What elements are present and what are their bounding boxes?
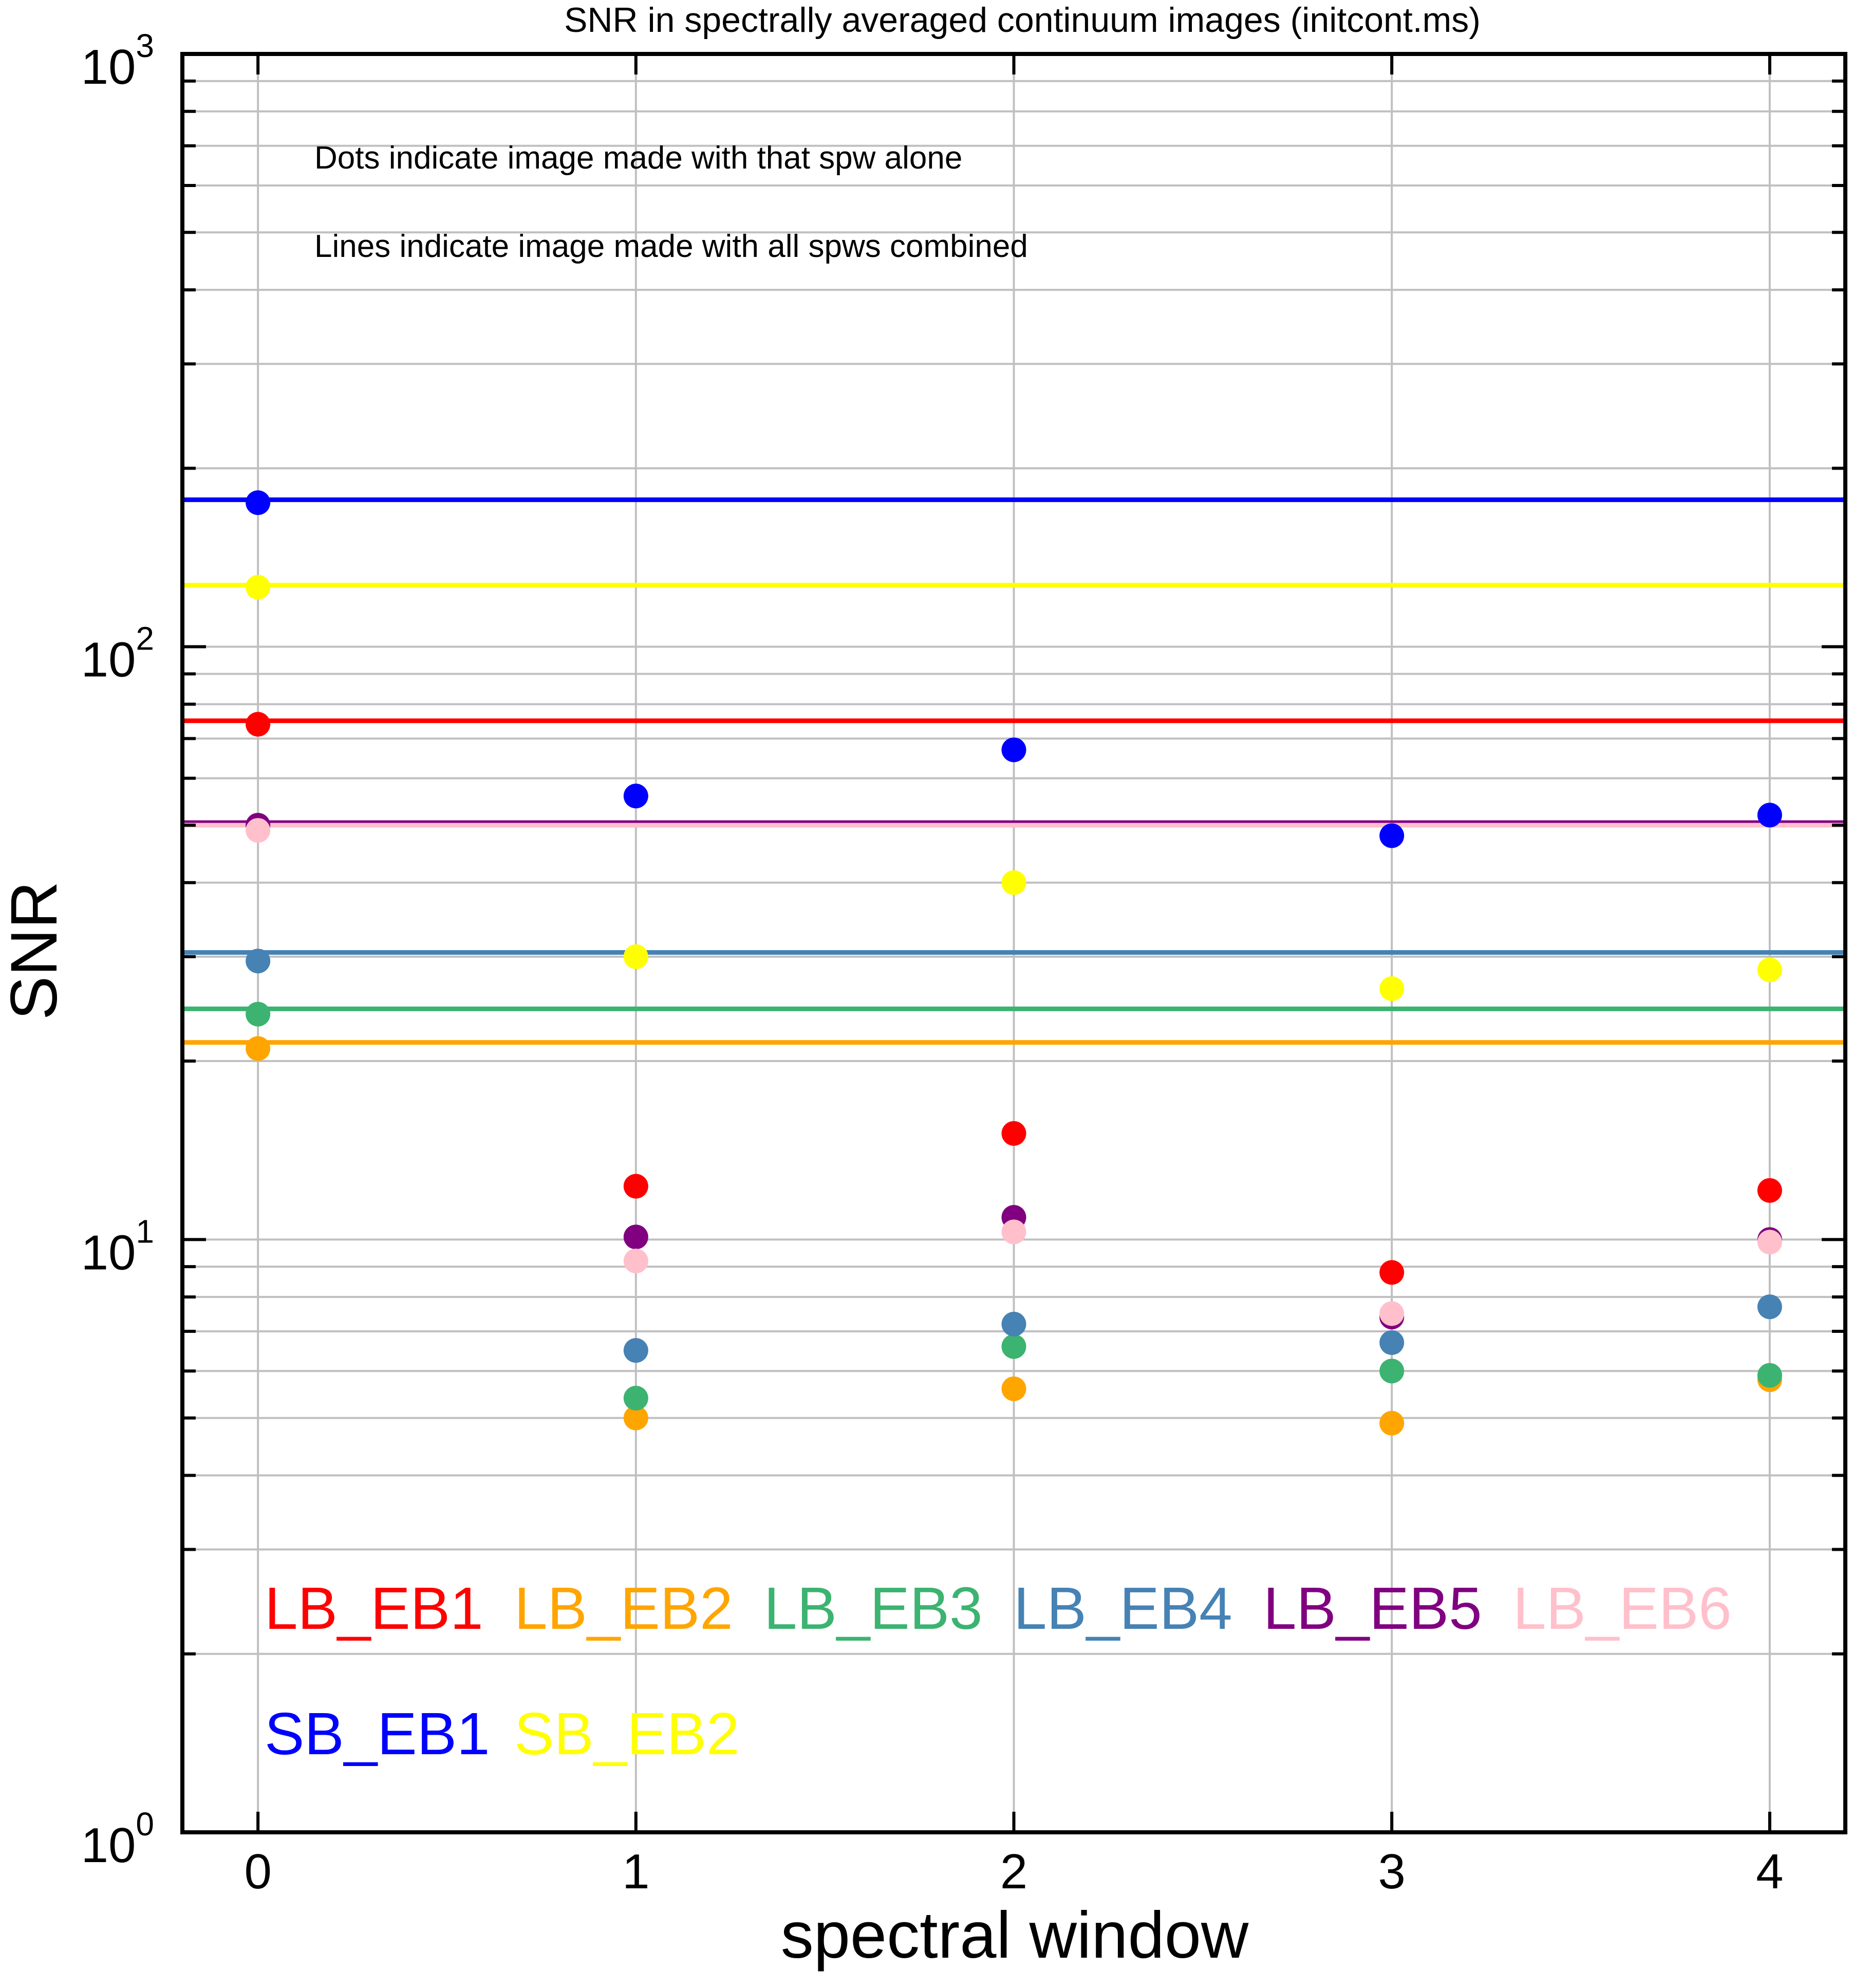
point-lb-eb4-spw4: [1757, 1294, 1782, 1320]
x-tick-label: 4: [1756, 1844, 1783, 1899]
point-lb-eb4-spw3: [1379, 1330, 1405, 1355]
point-lb-eb1-spw0: [246, 712, 271, 737]
point-sb-eb2-spw2: [1001, 870, 1026, 895]
legend-entry-lb-eb2: LB_EB2: [514, 1575, 733, 1642]
point-sb-eb1-spw1: [623, 784, 648, 809]
point-lb-eb6-spw0: [246, 818, 271, 843]
point-lb-eb3-spw4: [1757, 1363, 1782, 1388]
point-lb-eb1-spw3: [1379, 1260, 1405, 1285]
y-tick-label: 101: [81, 1213, 154, 1280]
x-tick-label: 0: [244, 1844, 271, 1899]
annotation-lines: Lines indicate image made with all spws …: [314, 229, 1028, 264]
legend: LB_EB1 LB_EB2 LB_EB3 LB_EB4 LB_EB5 LB_EB6 SB_E…: [265, 1575, 1732, 1767]
point-lb-eb6-spw2: [1001, 1219, 1026, 1244]
point-lb-eb3-spw1: [623, 1386, 648, 1411]
point-lb-eb6-spw4: [1757, 1230, 1782, 1255]
point-lb-eb3-spw0: [246, 1001, 271, 1027]
point-lb-eb4-spw2: [1001, 1311, 1026, 1336]
annotation-dots: Dots indicate image made with that spw a…: [314, 140, 962, 176]
point-lb-eb2-spw0: [246, 1036, 271, 1061]
point-lb-eb2-spw1: [623, 1405, 648, 1430]
point-lb-eb4-spw0: [246, 949, 271, 974]
point-sb-eb1-spw3: [1379, 823, 1405, 848]
tick-labels-layer: 0 1 2 3 4 100 101 102 103: [81, 27, 1784, 1899]
point-sb-eb2-spw3: [1379, 976, 1405, 1001]
point-lb-eb1-spw2: [1001, 1121, 1026, 1146]
x-axis-label: spectral window: [781, 1899, 1249, 1972]
axes-frame-layer: [180, 52, 1847, 1834]
point-lb-eb4-spw1: [623, 1338, 648, 1363]
point-sb-eb1-spw0: [246, 490, 271, 515]
y-tick-label: 103: [81, 27, 154, 95]
legend-entry-lb-eb4: LB_EB4: [1014, 1575, 1232, 1642]
x-tick-label: 1: [622, 1844, 649, 1899]
point-lb-eb6-spw3: [1379, 1301, 1405, 1326]
legend-entry-lb-eb5: LB_EB5: [1263, 1575, 1482, 1642]
x-tick-label: 3: [1378, 1844, 1405, 1899]
chart-title: SNR in spectrally averaged continuum ima…: [564, 1, 1481, 40]
combined-lines-layer: [182, 497, 1845, 1045]
y-tick-label: 102: [81, 620, 154, 688]
point-sb-eb2-spw0: [246, 574, 271, 600]
point-sb-eb1-spw4: [1757, 803, 1782, 828]
legend-entry-lb-eb6: LB_EB6: [1513, 1575, 1732, 1642]
point-lb-eb3-spw3: [1379, 1359, 1405, 1384]
point-lb-eb1-spw1: [623, 1174, 648, 1199]
legend-entry-sb-eb2: SB_EB2: [514, 1700, 740, 1767]
point-sb-eb1-spw2: [1001, 737, 1026, 763]
point-sb-eb2-spw1: [623, 944, 648, 969]
point-lb-eb2-spw3: [1379, 1410, 1405, 1436]
point-lb-eb1-spw4: [1757, 1178, 1782, 1203]
point-lb-eb2-spw2: [1001, 1376, 1026, 1401]
point-lb-eb5-spw1: [623, 1224, 648, 1250]
points-layer: [246, 490, 1782, 1436]
legend-entry-lb-eb1: LB_EB1: [265, 1575, 483, 1642]
text-layer: SNR in spectrally averaged continuum ima…: [0, 1, 1481, 1972]
legend-entry-sb-eb1: SB_EB1: [265, 1700, 490, 1767]
legend-entry-lb-eb3: LB_EB3: [764, 1575, 983, 1642]
point-lb-eb3-spw2: [1001, 1334, 1026, 1359]
y-tick-label: 100: [81, 1806, 154, 1873]
point-lb-eb6-spw1: [623, 1249, 648, 1274]
point-sb-eb2-spw4: [1757, 957, 1782, 982]
y-axis-label: SNR: [0, 881, 71, 1020]
x-tick-label: 2: [1000, 1844, 1027, 1899]
